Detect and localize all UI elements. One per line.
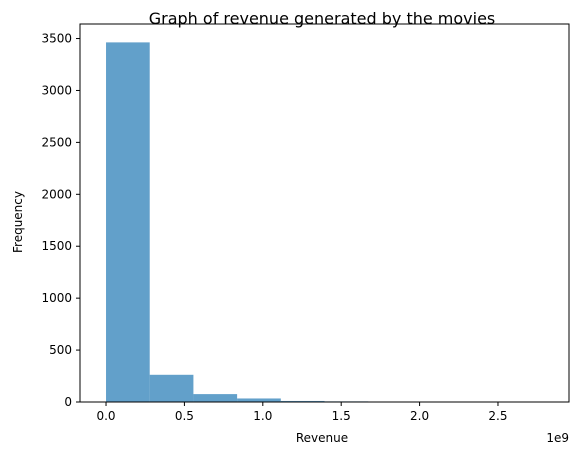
plot-frame: [79, 23, 570, 403]
histogram-bar-4: [280, 400, 325, 402]
y-tick-label: 2500: [41, 135, 72, 149]
bars-group: [106, 42, 543, 402]
histogram-bar-3: [237, 398, 281, 402]
y-tick-label: 0: [64, 395, 72, 409]
y-tick-label: 1500: [41, 239, 72, 253]
x-tick-label: 1.0: [253, 409, 272, 423]
x-axis: 0.0 0.5 1.0 1.5 2.0 2.5: [96, 402, 508, 423]
x-tick-label: 1.5: [332, 409, 351, 423]
chart-title: Graph of revenue generated by the movies: [149, 9, 496, 28]
x-tick-label: 0.5: [175, 409, 194, 423]
x-tick-label: 2.5: [488, 409, 507, 423]
x-offset-label: 1e9: [546, 431, 569, 445]
histogram-bar-1: [149, 374, 194, 402]
x-tick-label: 0.0: [96, 409, 115, 423]
y-axis-label: Frequency: [11, 191, 25, 253]
y-tick-label: 500: [49, 343, 72, 357]
x-axis-label: Revenue: [296, 431, 348, 445]
y-tick-label: 3000: [41, 83, 72, 97]
x-tick-label: 2.0: [410, 409, 429, 423]
histogram-bar-0: [106, 42, 150, 402]
histogram-bar-2: [193, 394, 238, 402]
y-tick-label: 1000: [41, 291, 72, 305]
y-tick-label: 3500: [41, 32, 72, 46]
y-tick-label: 2000: [41, 187, 72, 201]
y-axis: 0 500 1000 1500 2000 2500 3000 3500: [41, 32, 80, 409]
